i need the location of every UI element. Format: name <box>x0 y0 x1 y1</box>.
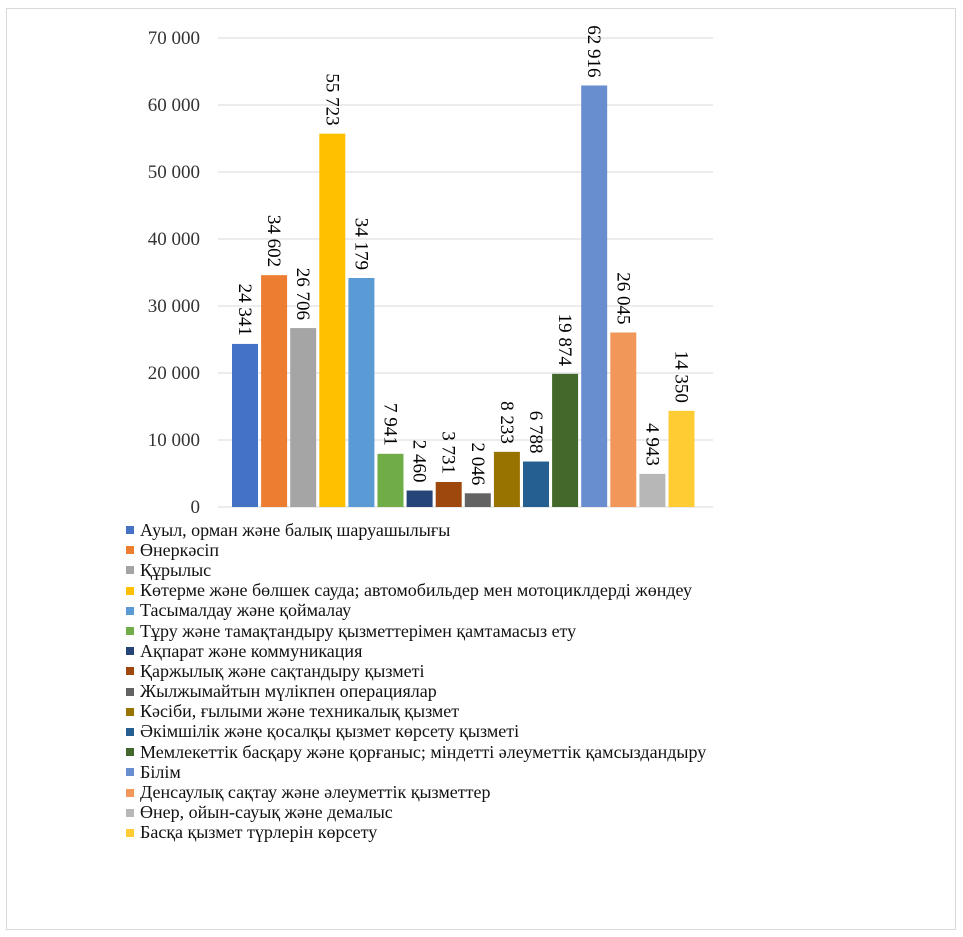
legend-item: Денсаулық сақтау және әлеуметтік қызметт… <box>126 782 706 802</box>
legend-label: Тасымалдау және қоймалау <box>140 600 352 621</box>
legend-swatch <box>126 768 134 777</box>
legend-item: Тасымалдау және қоймалау <box>126 600 706 621</box>
legend-label: Өнер, ойын-сауық және демалыс <box>140 802 393 823</box>
legend-item: Өнер, ойын-сауық және демалыс <box>126 802 706 823</box>
legend-item: Қаржылық және сақтандыру қызметі <box>126 661 706 681</box>
legend-item: Өнеркәсіп <box>126 540 706 560</box>
legend-label: Әкімшілік және қосалқы қызмет көрсету қы… <box>140 721 520 742</box>
y-tick-label: 20 000 <box>148 363 200 384</box>
legend-swatch <box>126 788 134 797</box>
bar <box>435 482 462 507</box>
y-tick-label: 0 <box>191 497 201 518</box>
legend-swatch <box>126 546 134 555</box>
data-label: 55 723 <box>321 73 342 125</box>
legend-swatch <box>126 727 134 736</box>
legend-label: Тұру және тамақтандыру қызметтерімен қам… <box>140 620 577 641</box>
legend-label: Кәсіби, ғылыми және техникалық қызмет <box>140 701 460 722</box>
legend-item: Ақпарат және коммуникация <box>126 641 706 661</box>
bar <box>232 343 258 507</box>
legend-item: Әкімшілік және қосалқы қызмет көрсету қы… <box>126 721 706 742</box>
y-tick-label: 60 000 <box>148 95 200 116</box>
data-label: 14 350 <box>671 351 692 403</box>
data-label: 34 179 <box>350 218 371 270</box>
legend-swatch <box>126 606 134 615</box>
legend-label: Білім <box>140 761 181 782</box>
data-label: 7 941 <box>380 403 401 446</box>
data-label: 2 046 <box>467 443 488 486</box>
legend-swatch <box>126 687 134 696</box>
legend-swatch <box>126 647 134 656</box>
bar <box>319 133 346 508</box>
y-tick-label: 10 000 <box>148 430 200 451</box>
bar <box>639 473 666 507</box>
legend-item: Кәсіби, ғылыми және техникалық қызмет <box>126 701 706 722</box>
data-label: 6 788 <box>525 411 546 454</box>
legend-item: Мемлекеттік басқару және қорғаныс; мінде… <box>126 742 706 762</box>
legend-label: Жылжымайтын мүлікпен операциялар <box>140 681 437 702</box>
y-tick-label: 30 000 <box>148 296 200 317</box>
bar <box>261 275 288 507</box>
bar <box>493 451 520 507</box>
bar <box>552 373 579 507</box>
bar <box>348 278 375 507</box>
legend-item: Тұру және тамақтандыру қызметтерімен қам… <box>126 621 706 641</box>
bar <box>377 453 404 507</box>
legend-swatch <box>126 667 134 676</box>
y-tick-label: 70 000 <box>148 28 200 49</box>
legend-swatch <box>126 586 134 595</box>
legend-swatch <box>126 828 134 837</box>
y-tick-label: 50 000 <box>148 162 200 183</box>
data-label: 4 943 <box>641 423 662 466</box>
legend-label: Өнеркәсіп <box>140 539 219 560</box>
y-tick-label: 40 000 <box>148 229 200 250</box>
data-label: 2 460 <box>409 440 430 483</box>
legend-label: Басқа қызмет түрлерін көрсету <box>140 822 378 843</box>
legend-label: Құрылыс <box>140 559 212 580</box>
data-label: 8 233 <box>496 401 517 444</box>
legend-label: Ақпарат және коммуникация <box>140 640 363 661</box>
legend-swatch <box>126 627 134 636</box>
legend-item: Жылжымайтын мүлікпен операциялар <box>126 681 706 702</box>
bar <box>464 493 491 507</box>
legend-swatch <box>126 707 134 716</box>
bar <box>668 410 695 507</box>
bar <box>290 328 317 507</box>
legend-swatch <box>126 748 134 757</box>
bar <box>406 490 433 507</box>
legend-label: Денсаулық сақтау және әлеуметтік қызметт… <box>140 782 491 803</box>
legend-swatch <box>126 808 134 817</box>
legend-swatch <box>126 526 134 535</box>
legend-label: Мемлекеттік басқару және қорғаныс; мінде… <box>140 741 707 762</box>
legend-label: Көтерме және бөлшек сауда; автомобильдер… <box>140 580 693 601</box>
legend-label: Ауыл, орман және балық шаруашылығы <box>140 519 451 540</box>
y-axis-ticks: 0 10 000 20 000 30 000 40 000 50 000 60 000 70 … <box>148 28 200 518</box>
legend-item: Білім <box>126 762 706 782</box>
data-label: 19 874 <box>554 314 575 367</box>
bar <box>523 461 549 507</box>
data-label: 34 602 <box>263 215 284 267</box>
data-label: 26 706 <box>292 268 313 320</box>
data-labels: 24 341 34 602 26 706 55 723 34 179 7 941 2 460… <box>234 25 692 485</box>
legend-item: Басқа қызмет түрлерін көрсету <box>126 822 706 843</box>
chart-frame <box>6 8 956 930</box>
legend-swatch <box>126 566 134 575</box>
bar <box>610 332 637 507</box>
data-label: 3 731 <box>438 431 459 474</box>
data-label: 62 916 <box>583 25 604 77</box>
legend-item: Ауыл, орман және балық шаруашылығы <box>126 520 706 540</box>
legend-label: Қаржылық және сақтандыру қызметі <box>140 660 425 681</box>
legend: Ауыл, орман және балық шаруашылығы Өнеркә… <box>126 520 706 843</box>
data-label: 26 045 <box>612 272 633 324</box>
bar <box>581 85 608 507</box>
bars <box>232 85 695 508</box>
legend-item: Құрылыс <box>126 560 706 580</box>
legend-item: Көтерме және бөлшек сауда; автомобильдер… <box>126 580 706 601</box>
data-label: 24 341 <box>234 284 255 336</box>
